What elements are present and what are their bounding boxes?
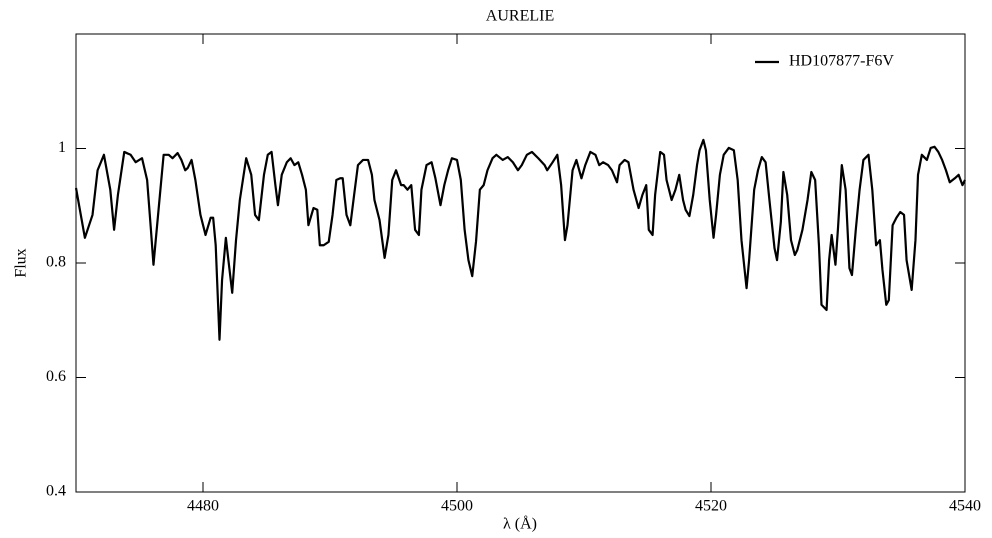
x-tick-label: 4480 — [187, 498, 219, 515]
chart-title: AURELIE — [486, 8, 554, 25]
x-axis-label: λ (Å) — [503, 515, 537, 533]
x-tick-label: 4500 — [441, 498, 473, 515]
x-tick-label: 4540 — [949, 498, 981, 515]
y-tick-label: 0.8 — [46, 254, 66, 271]
plot-frame — [75, 33, 966, 493]
legend-label: HD107877-F6V — [789, 53, 894, 70]
spectrum-line — [74, 138, 966, 341]
y-tick-label: 0.4 — [46, 483, 66, 500]
y-axis-label: Flux — [13, 248, 30, 277]
x-tick-label: 4520 — [695, 498, 727, 515]
y-tick-label: 1 — [58, 139, 66, 156]
y-tick-label: 0.6 — [46, 368, 66, 385]
